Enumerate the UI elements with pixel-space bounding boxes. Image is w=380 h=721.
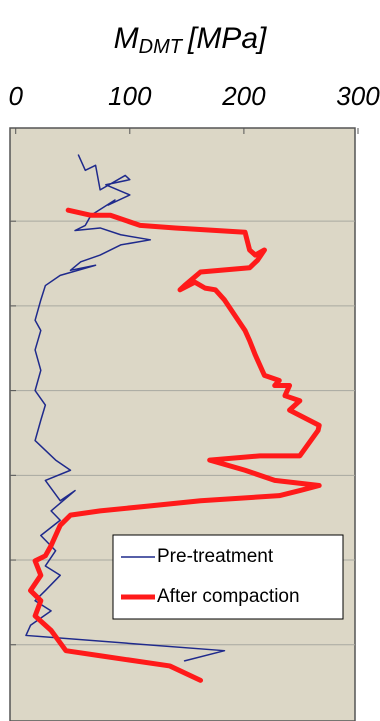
data-line (28, 207, 322, 683)
x-tick-label: 200 (221, 81, 266, 111)
axis-title: MDMT [MPa] (114, 22, 267, 58)
x-tick-label: 100 (108, 81, 152, 111)
data-line (25, 154, 226, 662)
legend-box (112, 534, 344, 620)
title-subscript: DMT (139, 36, 184, 58)
title-unit: [MPa] (187, 22, 267, 55)
legend: Pre-treatment After compaction (112, 534, 344, 620)
title-main: M (114, 22, 139, 55)
legend-label: Pre-treatment (157, 546, 274, 567)
x-tick-label: 300 (336, 81, 380, 111)
legend-label: After compaction (157, 586, 300, 607)
plot-area (9, 127, 356, 721)
x-tick-label: 0 (8, 81, 23, 111)
